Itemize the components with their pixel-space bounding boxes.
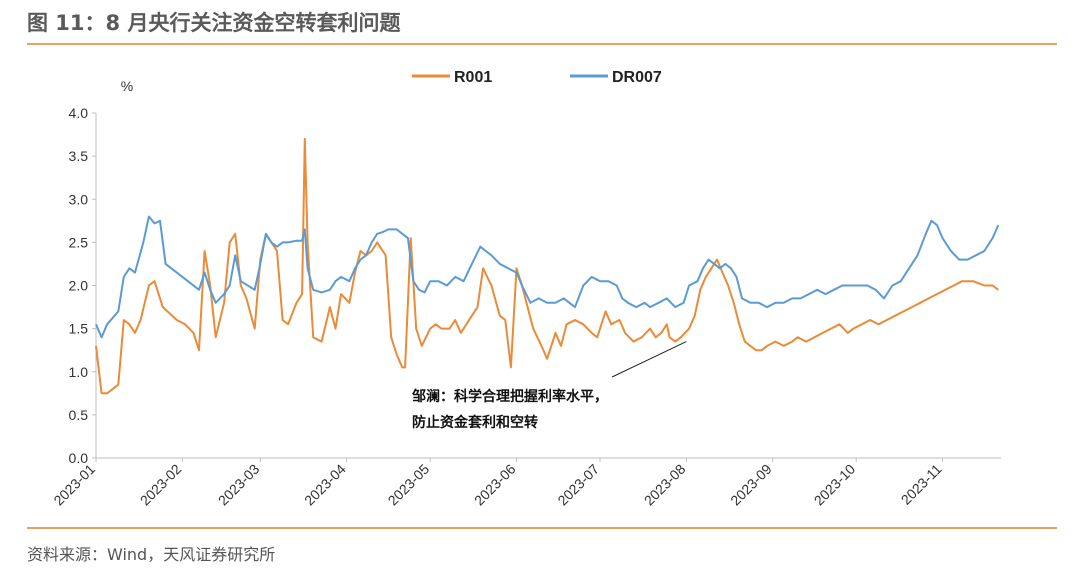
x-tick-label: 2023-01	[50, 461, 98, 509]
y-tick-label: 3.0	[69, 191, 89, 207]
y-tick-label: 0.5	[69, 407, 89, 423]
x-tick-label: 2023-02	[137, 461, 185, 509]
y-unit-label: %	[121, 78, 133, 94]
y-tick-label: 3.5	[69, 148, 89, 164]
x-tick-label: 2023-11	[898, 461, 945, 508]
x-tick-label: 2023-08	[641, 461, 689, 509]
series-line-dr007	[95, 215, 1000, 339]
x-tick-label: 2023-10	[811, 461, 859, 509]
x-tick-label: 2023-03	[215, 461, 263, 509]
y-tick-label: 2.0	[69, 278, 89, 294]
x-tick-label: 2023-09	[727, 461, 775, 509]
series-layer	[95, 137, 1000, 395]
legend-label-dr007: DR007	[612, 69, 662, 86]
x-tick-label: 2023-06	[471, 461, 519, 509]
legend: R001 DR007	[412, 69, 662, 86]
footer-divider	[27, 527, 1057, 529]
series-line-r001	[95, 137, 999, 395]
y-tick-label: 4.0	[69, 105, 89, 121]
source-note: 资料来源：Wind，天风证券研究所	[27, 545, 276, 564]
annotation-text: 防止资金套利和空转	[412, 414, 538, 431]
x-tick-label: 2023-07	[554, 461, 602, 509]
annotation-pointer	[611, 341, 687, 378]
y-tick-label: 1.0	[69, 364, 89, 380]
x-tick-label: 2023-04	[301, 461, 349, 509]
legend-label-r001: R001	[454, 69, 492, 86]
figure-title: 图 11：8 月央行关注资金空转套利问题	[27, 11, 401, 35]
annotation-text: 邹澜：科学合理把握利率水平，	[411, 388, 608, 405]
x-axis: 2023-01 2023-02 2023-03 2023-04 2023-05 2023-…	[50, 457, 1001, 509]
annotation: 邹澜：科学合理把握利率水平， 防止资金套利和空转	[411, 341, 687, 431]
x-tick-label: 2023-05	[385, 461, 433, 509]
header-divider	[27, 43, 1057, 45]
y-axis: 0.0 0.5 1.0 1.5 2.0 2.5 3.0 3.5 4.0	[69, 105, 97, 466]
y-tick-label: 0.0	[69, 450, 89, 466]
y-tick-label: 1.5	[69, 321, 89, 337]
y-tick-label: 2.5	[69, 234, 89, 250]
